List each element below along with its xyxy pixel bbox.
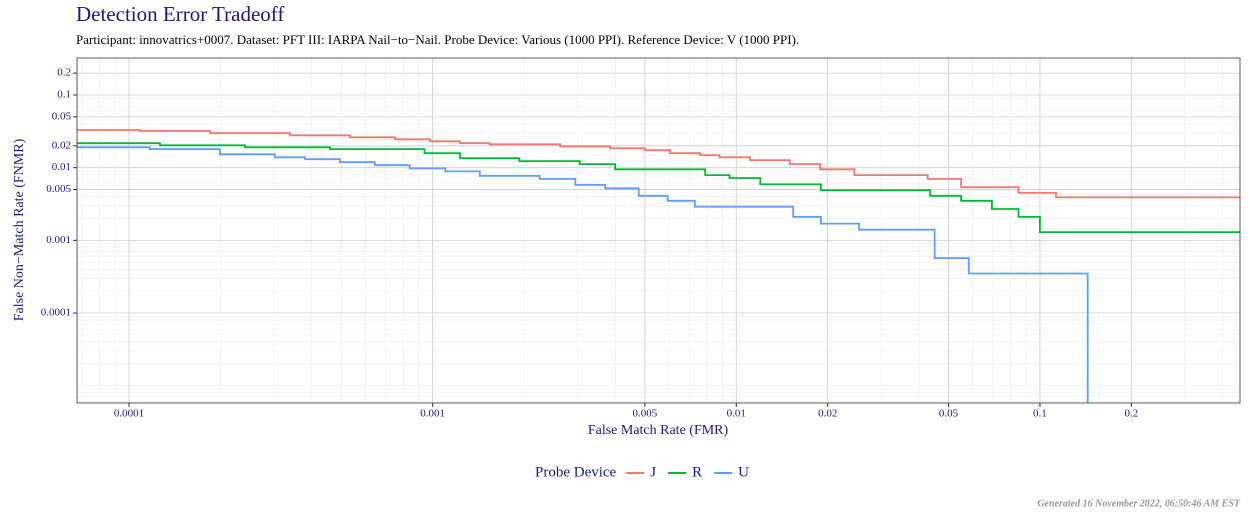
x-tick-label: 0.2 <box>1124 408 1138 420</box>
footer: Generated 16 November 2022, 06:50:46 AM … <box>1037 498 1241 509</box>
plot-background <box>77 58 1240 403</box>
y-tick-label: 0.2 <box>57 67 71 79</box>
x-tick-label: 0.0001 <box>114 408 144 420</box>
legend-title: Probe Device <box>535 464 617 480</box>
legend-label: R <box>692 464 702 480</box>
y-tick-label: 0.01 <box>52 161 71 173</box>
x-axis-label: False Match Rate (FMR) <box>588 423 729 438</box>
legend-label: U <box>738 464 749 480</box>
chart-subtitle: Participant: innovatrics+0007. Dataset: … <box>76 32 799 47</box>
x-tick-label: 0.01 <box>727 408 746 420</box>
x-tick-label: 0.05 <box>939 408 959 420</box>
y-tick-label: 0.1 <box>57 89 71 101</box>
series-line <box>77 146 1089 403</box>
y-tick-label: 0.02 <box>52 139 71 151</box>
chart-title: Detection Error Tradeoff <box>76 2 284 26</box>
y-tick-label: 0.0001 <box>41 307 71 319</box>
x-tick-label: 0.005 <box>633 408 658 420</box>
series-line <box>77 129 1240 199</box>
x-tick-label: 0.001 <box>420 408 445 420</box>
x-tick-label: 0.02 <box>818 408 837 420</box>
y-tick-label: 0.005 <box>46 183 71 195</box>
legend-label: J <box>650 464 656 480</box>
x-tick-label: 0.1 <box>1033 408 1047 420</box>
y-tick-label: 0.001 <box>46 234 71 246</box>
plot-frame <box>76 57 1241 404</box>
plot-lines <box>77 129 1240 403</box>
series-line <box>77 142 1240 233</box>
y-tick-label: 0.05 <box>52 110 72 122</box>
y-axis-label: False Non−Match Rate (FNMR) <box>12 138 27 321</box>
